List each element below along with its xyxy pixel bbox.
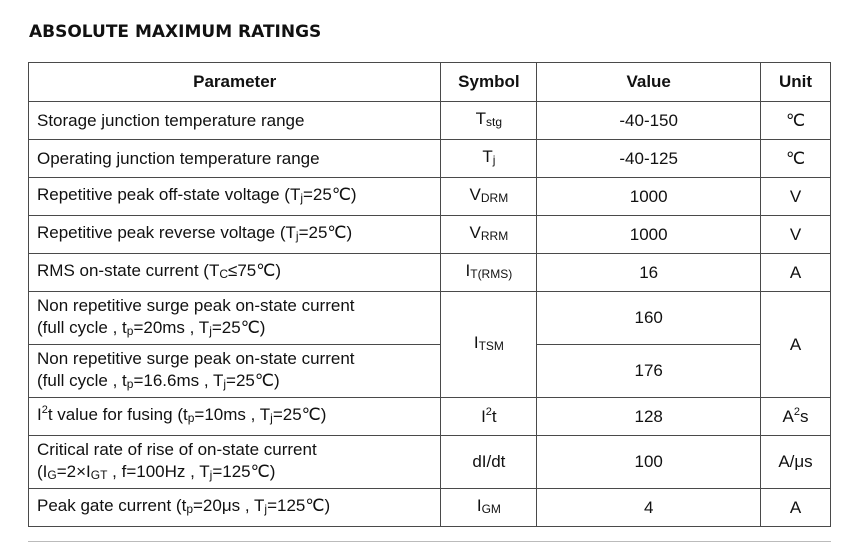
- unit-cell: V: [760, 177, 831, 216]
- symbol-cell: IGM: [440, 488, 538, 527]
- value-cell: 1000: [536, 215, 762, 254]
- unit-cell: A: [760, 253, 831, 292]
- table-row: I2t value for fusing (tp=10ms , Tj=25℃) …: [27, 397, 831, 436]
- table-row: RMS on-state current (TC≤75℃) IT(RMS) 16…: [27, 253, 831, 292]
- value-cell: 128: [536, 397, 762, 436]
- param-cell: I2t value for fusing (tp=10ms , Tj=25℃): [27, 397, 442, 436]
- unit-cell: ℃: [760, 139, 831, 178]
- table-row: Storage junction temperature range Tstg …: [27, 101, 831, 140]
- table-row: Operating junction temperature range Tj …: [27, 139, 831, 178]
- symbol-cell: IT(RMS): [440, 253, 538, 292]
- symbol-cell: ITSM: [440, 291, 538, 398]
- value-cell: 160: [536, 291, 762, 345]
- page-divider: [28, 541, 831, 542]
- param-cell: Non repetitive surge peak on-state curre…: [27, 344, 442, 398]
- header-value: Value: [536, 62, 762, 102]
- value-cell: 176: [536, 344, 762, 398]
- symbol-cell: Tstg: [440, 101, 538, 140]
- param-cell: Repetitive peak reverse voltage (Tj=25℃): [27, 215, 442, 254]
- value-cell: 4: [536, 488, 762, 527]
- value-cell: 1000: [536, 177, 762, 216]
- param-cell: Non repetitive surge peak on-state curre…: [27, 291, 442, 345]
- value-cell: 100: [536, 435, 762, 489]
- header-unit: Unit: [760, 62, 831, 102]
- table-row: Non repetitive surge peak on-state curre…: [27, 344, 831, 398]
- value-cell: -40-125: [536, 139, 762, 178]
- table-row: Critical rate of rise of on-state curren…: [27, 435, 831, 489]
- unit-cell: ℃: [760, 101, 831, 140]
- param-cell: Storage junction temperature range: [27, 101, 442, 140]
- header-row: Parameter Symbol Value Unit: [27, 62, 831, 102]
- symbol-cell: VRRM: [440, 215, 538, 254]
- param-cell: Operating junction temperature range: [27, 139, 442, 178]
- param-cell: Critical rate of rise of on-state curren…: [27, 435, 442, 489]
- unit-cell: A2s: [760, 397, 831, 436]
- symbol-cell: dI/dt: [440, 435, 538, 489]
- symbol-cell: I2t: [440, 397, 538, 436]
- header-parameter: Parameter: [27, 62, 442, 102]
- param-cell: RMS on-state current (TC≤75℃): [27, 253, 442, 292]
- section-heading: ABSOLUTE MAXIMUM RATINGS: [29, 22, 322, 42]
- unit-cell: A: [760, 291, 831, 398]
- symbol-cell: VDRM: [440, 177, 538, 216]
- table-row: Peak gate current (tp=20μs , Tj=125℃) IG…: [27, 488, 831, 527]
- param-cell: Repetitive peak off-state voltage (Tj=25…: [27, 177, 442, 216]
- table-row: Repetitive peak reverse voltage (Tj=25℃)…: [27, 215, 831, 254]
- table-row: Repetitive peak off-state voltage (Tj=25…: [27, 177, 831, 216]
- table-row: Non repetitive surge peak on-state curre…: [27, 291, 831, 398]
- value-cell: -40-150: [536, 101, 762, 140]
- value-cell: 16: [536, 253, 762, 292]
- param-cell: Peak gate current (tp=20μs , Tj=125℃): [27, 488, 442, 527]
- symbol-cell: Tj: [440, 139, 538, 178]
- header-symbol: Symbol: [440, 62, 538, 102]
- ratings-table: Parameter Symbol Value Unit Storage junc…: [27, 62, 831, 527]
- unit-cell: A/μs: [760, 435, 831, 489]
- unit-cell: V: [760, 215, 831, 254]
- unit-cell: A: [760, 488, 831, 527]
